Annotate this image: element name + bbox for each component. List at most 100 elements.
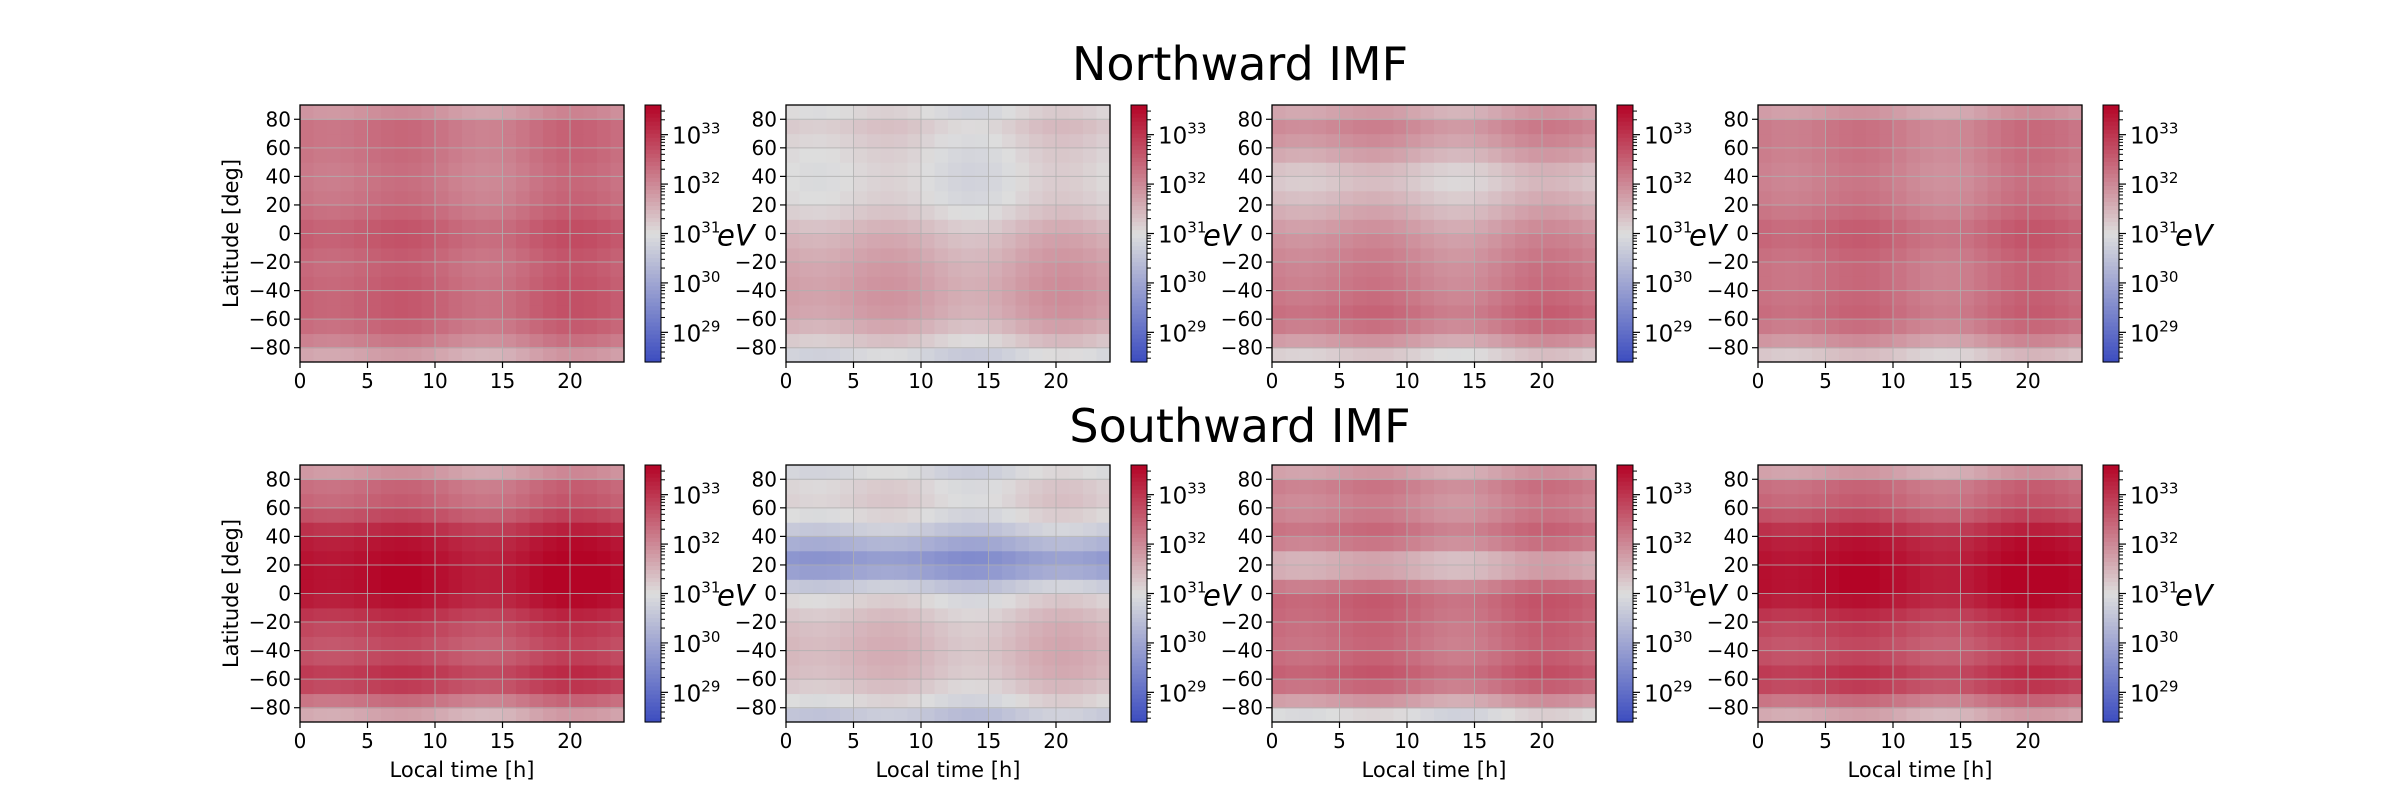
heatmap-cell — [610, 276, 625, 292]
heatmap-cell — [867, 564, 882, 580]
y-tick-label: 20 — [1724, 553, 1749, 577]
colorbar-segment — [2103, 657, 2119, 663]
y-tick-label: 40 — [1724, 524, 1749, 548]
heatmap-cell — [1488, 176, 1503, 192]
heatmap-cell — [556, 319, 571, 335]
heatmap-cell — [421, 522, 436, 537]
colorbar-segment — [2103, 581, 2119, 587]
heatmap-cell — [1515, 679, 1530, 695]
heatmap-cell — [1542, 693, 1557, 709]
heatmap-cell — [880, 564, 895, 580]
heatmap-cell — [1069, 162, 1084, 177]
heatmap-cell — [1785, 507, 1800, 523]
heatmap-cell — [340, 465, 355, 480]
heatmap-cell — [894, 304, 909, 320]
heatmap-cell — [489, 607, 504, 623]
colorbar-segment — [645, 281, 661, 287]
heatmap-cell — [894, 465, 909, 480]
colorbar-segment — [1617, 537, 1633, 542]
heatmap-cell — [1366, 276, 1381, 292]
heatmap-cell — [1501, 119, 1516, 135]
heatmap-cell — [1515, 247, 1530, 263]
heatmap-cell — [597, 707, 612, 723]
heatmap-cell — [1029, 190, 1044, 206]
heatmap-cell — [1852, 679, 1867, 695]
heatmap-cell — [1933, 479, 1948, 495]
heatmap-cell — [340, 176, 355, 192]
heatmap-cell — [502, 319, 517, 335]
heatmap-cell — [1812, 333, 1827, 349]
heatmap-cell — [1839, 564, 1854, 580]
heatmap-cell — [1528, 290, 1543, 306]
heatmap-cell — [894, 607, 909, 623]
heatmap-cell — [2055, 607, 2070, 623]
heatmap-cell — [2068, 607, 2083, 623]
heatmap-cell — [462, 247, 477, 263]
heatmap-cell — [2068, 579, 2083, 595]
colorbar-segment — [2103, 261, 2119, 267]
colorbar-segment — [645, 165, 661, 170]
heatmap-cell — [1312, 176, 1327, 192]
heatmap-cell — [1771, 493, 1786, 509]
heatmap-cell — [786, 290, 801, 306]
heatmap-cell — [421, 664, 436, 680]
heatmap-cell — [1987, 564, 2002, 580]
heatmap-cell — [1555, 636, 1570, 652]
heatmap-cell — [1366, 650, 1381, 666]
colorbar-segment — [1131, 589, 1147, 595]
colorbar-segment — [2103, 317, 2119, 323]
heatmap-cell — [1920, 593, 1935, 609]
heatmap-cell — [1096, 319, 1111, 335]
heatmap-cell — [597, 219, 612, 235]
heatmap-cell — [1299, 707, 1314, 723]
heatmap-cell — [1839, 204, 1854, 220]
colorbar-segment — [1131, 273, 1147, 279]
heatmap-cell — [435, 479, 450, 495]
heatmap-cell — [1056, 707, 1071, 723]
heatmap-cell — [556, 493, 571, 509]
heatmap-cell — [1299, 636, 1314, 652]
heatmap-cell — [921, 262, 936, 277]
heatmap-cell — [975, 147, 990, 163]
x-tick-label: 10 — [422, 729, 447, 753]
heatmap-cell — [1771, 522, 1786, 537]
colorbar-segment — [1617, 233, 1633, 239]
colorbar-segment — [1617, 349, 1633, 355]
heatmap-cell — [435, 162, 450, 177]
heatmap-cell — [1771, 176, 1786, 192]
heatmap-cell — [1974, 247, 1989, 263]
heatmap-cell — [2055, 679, 2070, 695]
colorbar-segment — [1617, 221, 1633, 227]
heatmap-cell — [2068, 147, 2083, 163]
heatmap-cell — [2041, 133, 2056, 149]
heatmap-cell — [610, 247, 625, 263]
heatmap-cell — [1758, 465, 1773, 480]
heatmap-cell — [516, 219, 531, 235]
heatmap-cell — [1852, 636, 1867, 652]
colorbar-segment — [645, 501, 661, 506]
heatmap-cell — [516, 233, 531, 249]
heatmap-cell — [1852, 105, 1867, 120]
heatmap-cell — [367, 579, 382, 595]
heatmap-cell — [2041, 564, 2056, 580]
heatmap-cell — [1515, 636, 1530, 652]
heatmap-cell — [1528, 347, 1543, 363]
heatmap-cell — [948, 333, 963, 349]
heatmap-cell — [1893, 176, 1908, 192]
heatmap-cell — [2055, 579, 2070, 595]
heatmap-cell — [1515, 147, 1530, 163]
heatmap-cell — [1015, 479, 1030, 495]
x-tick-label: 0 — [1266, 369, 1279, 393]
colorbar-segment — [645, 157, 661, 162]
heatmap-cell — [327, 693, 342, 709]
heatmap-cell — [934, 105, 949, 120]
heatmap-cell — [921, 233, 936, 249]
heatmap-cell — [394, 162, 409, 177]
heatmap-cell — [1434, 693, 1449, 709]
heatmap-cell — [583, 133, 598, 149]
heatmap-cell — [1029, 219, 1044, 235]
heatmap-cell — [840, 204, 855, 220]
heatmap-cell — [2014, 607, 2029, 623]
heatmap-cell — [934, 536, 949, 552]
heatmap-cell — [529, 333, 544, 349]
